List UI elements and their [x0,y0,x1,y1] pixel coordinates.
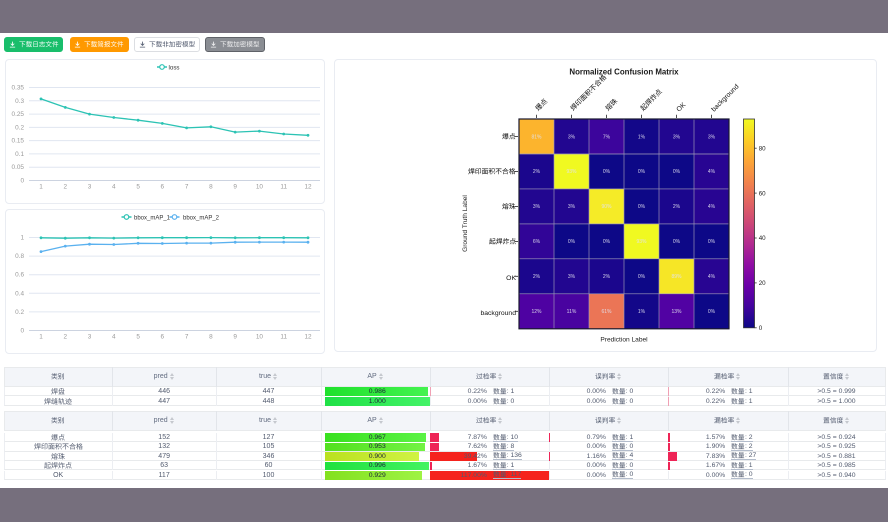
svg-text:61%: 61% [601,309,612,315]
svg-text:3%: 3% [533,204,541,210]
svg-text:0.05: 0.05 [12,164,25,171]
svg-text:4: 4 [112,184,116,191]
svg-text:loss: loss [169,64,180,71]
svg-text:6: 6 [161,184,165,191]
svg-text:0.2: 0.2 [15,309,24,316]
svg-text:80: 80 [759,145,766,152]
svg-text:11: 11 [280,184,287,191]
svg-text:1: 1 [39,334,43,341]
svg-text:3%: 3% [568,134,576,140]
svg-text:11: 11 [280,334,287,341]
svg-text:0%: 0% [638,204,646,210]
svg-text:1%: 1% [638,309,646,315]
svg-text:13%: 13% [671,309,682,315]
svg-text:1: 1 [20,235,24,242]
svg-text:3%: 3% [568,204,576,210]
svg-text:20: 20 [759,280,766,287]
svg-text:0: 0 [20,178,24,185]
svg-text:5: 5 [136,184,140,191]
svg-text:0%: 0% [673,169,681,175]
svg-text:0: 0 [759,325,763,332]
svg-text:2%: 2% [533,274,541,280]
svg-text:bbox_mAP_2: bbox_mAP_2 [183,215,220,221]
svg-text:0.35: 0.35 [12,85,25,92]
svg-text:93%: 93% [636,239,647,245]
svg-text:0: 0 [20,328,24,335]
svg-text:1: 1 [39,184,43,191]
svg-text:90%: 90% [601,204,612,210]
svg-text:4%: 4% [708,169,716,175]
svg-text:89%: 89% [671,274,682,280]
svg-text:0.8: 0.8 [15,253,24,260]
svg-text:0.6: 0.6 [15,272,24,279]
svg-text:8: 8 [209,334,213,341]
svg-text:12: 12 [304,334,312,341]
svg-text:3: 3 [88,334,92,341]
svg-text:0%: 0% [673,239,681,245]
svg-text:0%: 0% [638,274,646,280]
svg-text:0%: 0% [708,309,716,315]
svg-text:0%: 0% [568,239,576,245]
svg-text:8: 8 [209,184,213,191]
svg-text:3%: 3% [673,134,681,140]
svg-text:11%: 11% [567,309,577,315]
svg-text:12%: 12% [531,309,542,315]
svg-text:0.25: 0.25 [12,111,25,118]
svg-text:0%: 0% [603,169,611,175]
svg-text:3%: 3% [568,274,576,280]
svg-text:2%: 2% [603,274,611,280]
svg-text:2: 2 [64,184,68,191]
svg-text:81%: 81% [531,134,542,140]
svg-text:7: 7 [185,334,189,341]
svg-text:Normalized Confusion Matrix: Normalized Confusion Matrix [569,68,679,77]
svg-text:6: 6 [161,334,165,341]
svg-text:0%: 0% [708,239,716,245]
svg-text:3%: 3% [708,134,716,140]
svg-text:40: 40 [759,235,766,242]
svg-text:7%: 7% [603,134,611,140]
svg-text:9: 9 [233,184,237,191]
svg-text:0.4: 0.4 [15,290,24,297]
svg-text:7: 7 [185,184,189,191]
svg-text:1%: 1% [638,134,646,140]
svg-text:10: 10 [256,334,264,341]
svg-text:5: 5 [136,334,140,341]
svg-text:93%: 93% [566,169,577,175]
svg-text:0%: 0% [603,239,611,245]
svg-text:0.15: 0.15 [12,138,25,145]
svg-text:6%: 6% [533,239,541,245]
svg-text:2%: 2% [673,204,681,210]
svg-text:0.3: 0.3 [15,98,24,105]
svg-text:12: 12 [304,184,312,191]
svg-text:9: 9 [233,334,237,341]
svg-text:bbox_mAP_1: bbox_mAP_1 [134,215,171,221]
svg-text:0%: 0% [638,169,646,175]
svg-text:0.2: 0.2 [15,124,24,131]
svg-text:Ground Truth Label: Ground Truth Label [462,195,469,252]
svg-text:4%: 4% [708,274,716,280]
svg-text:4: 4 [112,334,116,341]
svg-text:3: 3 [88,184,92,191]
svg-text:Prediction Label: Prediction Label [600,337,648,344]
svg-text:60: 60 [759,190,766,197]
svg-text:4%: 4% [708,204,716,210]
svg-text:0.1: 0.1 [15,151,24,158]
svg-text:2: 2 [64,334,68,341]
svg-text:2%: 2% [533,169,541,175]
svg-text:10: 10 [256,184,264,191]
